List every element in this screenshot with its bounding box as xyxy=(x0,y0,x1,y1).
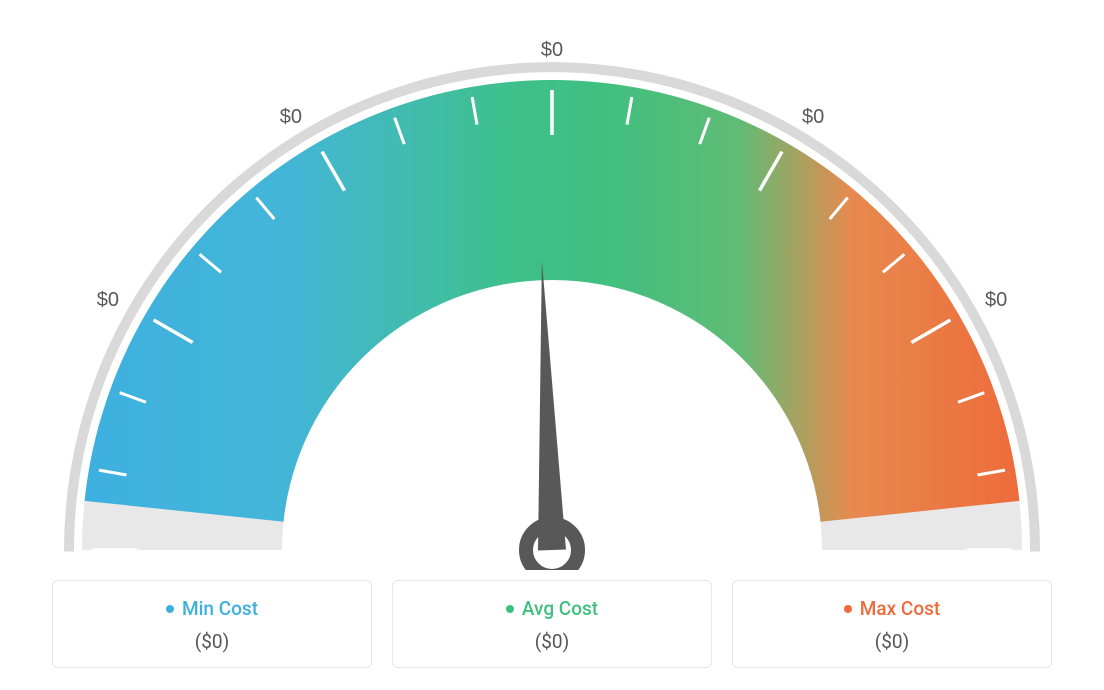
legend-card-max: Max Cost ($0) xyxy=(732,580,1052,668)
gauge-svg: $0$0$0$0$0$0$0 xyxy=(52,10,1052,570)
legend-value-max: ($0) xyxy=(733,630,1051,653)
legend-label-min: Min Cost xyxy=(182,597,258,620)
cost-gauge: $0$0$0$0$0$0$0 xyxy=(52,10,1052,570)
svg-text:$0: $0 xyxy=(802,106,824,128)
svg-text:$0: $0 xyxy=(541,39,563,61)
legend-dot-avg xyxy=(506,605,514,613)
legend-card-min: Min Cost ($0) xyxy=(52,580,372,668)
legend-card-avg: Avg Cost ($0) xyxy=(392,580,712,668)
legend-label-max: Max Cost xyxy=(860,597,940,620)
svg-text:$0: $0 xyxy=(280,106,302,128)
legend-value-avg: ($0) xyxy=(393,630,711,653)
legend-row: Min Cost ($0) Avg Cost ($0) Max Cost ($0… xyxy=(52,580,1052,668)
legend-label-avg: Avg Cost xyxy=(522,597,598,620)
legend-dot-max xyxy=(844,605,852,613)
legend-dot-min xyxy=(166,605,174,613)
svg-text:$0: $0 xyxy=(985,289,1007,311)
svg-text:$0: $0 xyxy=(97,289,119,311)
legend-value-min: ($0) xyxy=(53,630,371,653)
